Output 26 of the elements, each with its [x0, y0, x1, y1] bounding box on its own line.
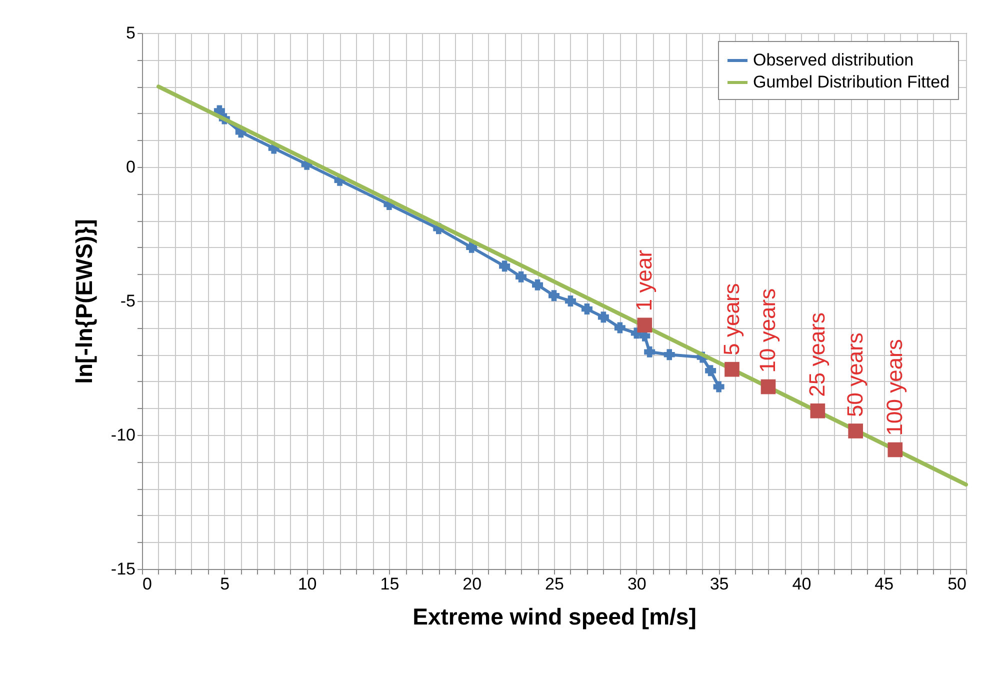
y-tick-label: 0	[126, 158, 136, 176]
legend-label: Observed distribution	[753, 50, 914, 70]
x-tick-label: 35	[710, 574, 729, 594]
y-tick-label: -10	[110, 426, 136, 444]
x-tick-label: 45	[874, 574, 894, 594]
x-axis-title: Extreme wind speed [m/s]	[412, 604, 696, 630]
x-tick-label: 30	[627, 574, 646, 594]
x-tick-label: 15	[380, 574, 400, 594]
annotation: 100 years	[882, 339, 908, 436]
y-tick-label: -5	[120, 292, 136, 310]
annotation: 5 years	[718, 283, 744, 356]
x-tick-label: 10	[298, 574, 317, 594]
annotation: 10 years	[755, 288, 780, 373]
legend-label: Gumbel Distribution Fitted	[753, 72, 950, 92]
x-tick-label: 20	[462, 574, 482, 594]
annotation: 1 year	[632, 250, 657, 312]
x-tick-label: 25	[545, 574, 564, 594]
annotation: 25 years	[804, 312, 830, 397]
annotation: 50 years	[842, 332, 868, 417]
y-axis-title: ln[-ln{P(EWS)}]	[70, 219, 97, 384]
x-tick-label: 40	[792, 574, 812, 594]
y-tick-label: -15	[110, 560, 136, 578]
x-tick-label: 50	[948, 574, 966, 594]
x-tick-label: 0	[142, 574, 152, 594]
x-tick-label: 5	[220, 574, 230, 594]
y-tick-label: 5	[126, 24, 136, 42]
